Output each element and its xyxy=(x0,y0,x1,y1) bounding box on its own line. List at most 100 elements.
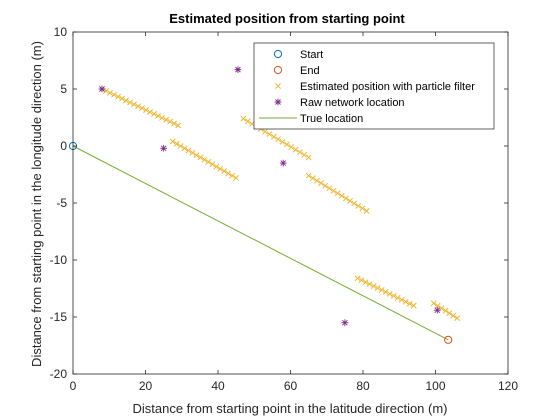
particle-filter-point xyxy=(279,138,286,145)
particle-filter-point xyxy=(410,302,417,309)
data-marks xyxy=(68,66,461,344)
particle-filter-point xyxy=(370,283,377,289)
axes: 0 20 40 60 80 100 120 -20 -15 -10 -5 0 5 10 xyxy=(50,25,519,393)
particle-filter-point xyxy=(213,163,220,170)
legend-raw-symbol xyxy=(274,98,282,106)
particle-filter-point xyxy=(305,154,312,161)
particle-filter-point xyxy=(305,172,312,179)
particle-filter-point xyxy=(127,99,133,106)
particle-filter-point xyxy=(159,114,166,121)
particle-filter-point xyxy=(275,136,282,143)
particle-filter-point xyxy=(262,128,269,135)
x-tick-label: 40 xyxy=(211,379,225,393)
particle-filter-point xyxy=(394,294,401,301)
particle-filter-point xyxy=(225,170,232,177)
particle-filter-point xyxy=(454,315,461,322)
legend-end-label: End xyxy=(300,65,320,77)
x-tick-label: 0 xyxy=(70,379,77,393)
particle-filter-point xyxy=(244,118,251,125)
particle-filter-point xyxy=(374,285,381,291)
particle-filter-point xyxy=(169,138,176,145)
particle-filter-point xyxy=(359,205,366,212)
particle-filter-point xyxy=(351,200,358,207)
particle-filter-point xyxy=(266,131,273,138)
particle-filter-point xyxy=(111,91,117,98)
particle-filter-point xyxy=(107,89,113,96)
particle-filter-point xyxy=(390,292,397,299)
particle-filter-point xyxy=(167,118,174,125)
raw-network-point xyxy=(341,319,349,327)
particle-filter-point xyxy=(283,141,290,148)
particle-filter-point xyxy=(446,310,453,317)
particle-filter-point xyxy=(233,175,240,181)
particle-filter-point xyxy=(354,275,361,282)
particle-filter-point xyxy=(406,300,413,307)
legend: Start End Estimated position with particle… xyxy=(253,42,495,130)
particle-filter-point xyxy=(163,116,170,123)
particle-filter-point xyxy=(209,161,216,168)
raw-network-point xyxy=(98,85,106,93)
x-tick-label: 100 xyxy=(425,379,445,393)
particle-filter-point xyxy=(450,312,457,319)
legend-raw-label: Raw network location xyxy=(300,97,405,109)
particle-filter-point xyxy=(292,146,299,153)
particle-filter-point xyxy=(221,168,228,174)
chart-title: Estimated position from starting point xyxy=(169,11,405,26)
particle-filter-point xyxy=(330,187,337,194)
legend-true-label: True location xyxy=(300,113,363,125)
particle-filter-point xyxy=(288,144,295,150)
particle-filter-point xyxy=(334,190,341,197)
particle-filter-point xyxy=(175,122,182,129)
y-tick-label: -10 xyxy=(50,253,68,267)
legend-start-symbol xyxy=(273,49,283,59)
particle-filter-point xyxy=(131,101,137,108)
raw-network-point xyxy=(160,144,168,152)
x-tick-label: 80 xyxy=(356,379,370,393)
particle-filter-point xyxy=(301,151,308,158)
y-tick-label: -5 xyxy=(56,196,67,210)
particle-filter-point xyxy=(322,182,329,189)
particle-filter-point xyxy=(366,281,373,288)
particle-filter-point xyxy=(151,111,158,117)
particle-filter-point xyxy=(193,152,200,159)
particle-filter-point xyxy=(386,290,393,297)
x-axis-label: Distance from starting point in the lati… xyxy=(132,401,447,416)
particle-filter-point xyxy=(318,180,324,187)
particle-filter-point xyxy=(347,197,353,204)
particle-filter-point xyxy=(189,149,196,156)
raw-network-point xyxy=(279,159,287,167)
particle-filter-point xyxy=(378,287,385,293)
particle-filter-point xyxy=(173,140,180,147)
particle-filter-point xyxy=(309,175,316,182)
particle-filter-point xyxy=(382,289,389,295)
y-tick-label: -20 xyxy=(50,367,68,381)
particle-filter-point xyxy=(155,112,162,119)
particle-filter-point xyxy=(430,300,437,307)
y-axis-label: Distance from starting point in the long… xyxy=(29,41,44,367)
x-tick-label: 120 xyxy=(498,379,518,393)
y-tick-label: 5 xyxy=(60,82,67,96)
particle-filter-point xyxy=(442,307,449,314)
particle-filter-point xyxy=(181,145,188,152)
particle-filter-point xyxy=(177,143,184,149)
particle-filter-point xyxy=(363,208,370,214)
particle-filter-point xyxy=(297,149,303,156)
particle-filter-point xyxy=(123,97,129,104)
particle-filter-point xyxy=(197,154,204,161)
legend-particle-label: Estimated position with particle filter xyxy=(300,81,475,93)
particle-filter-point xyxy=(185,147,192,154)
y-tick-label: -15 xyxy=(50,310,68,324)
true-location-line xyxy=(72,145,449,341)
particle-filter-point xyxy=(358,277,365,284)
legend-end-symbol xyxy=(273,65,283,75)
particle-filter-point xyxy=(135,103,141,110)
x-tick-label: 60 xyxy=(284,379,298,393)
particle-filter-point xyxy=(402,298,409,305)
particle-filter-point xyxy=(313,177,320,184)
particle-filter-point xyxy=(326,185,333,192)
particle-filter-point xyxy=(338,192,345,199)
particle-filter-point xyxy=(362,279,369,286)
particle-filter-point xyxy=(115,93,121,100)
legend-particle-symbol xyxy=(275,83,281,89)
